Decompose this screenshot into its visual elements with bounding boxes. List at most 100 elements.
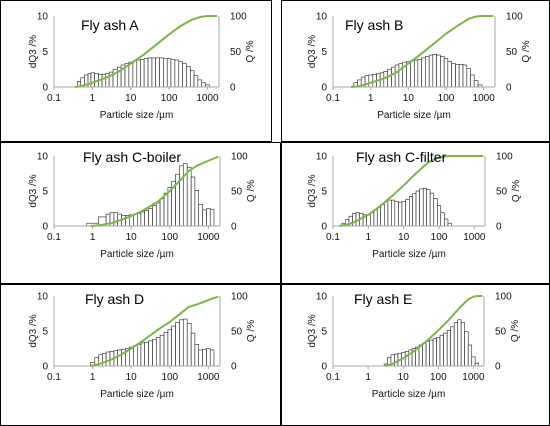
y-tick-label: 5 [42, 47, 48, 58]
y2-axis-label: Q /% [521, 40, 532, 62]
histogram-bar [144, 210, 149, 227]
y-tick-label: 0 [321, 222, 327, 233]
x-tick-label: 1000 [196, 93, 219, 104]
y-tick-label: 10 [37, 152, 49, 163]
histogram-bar [409, 196, 413, 227]
histogram-bar [202, 209, 207, 227]
y2-axis-label: Q /% [246, 320, 257, 342]
histogram-bar [455, 63, 460, 88]
x-tick-label: 10 [398, 372, 410, 383]
histogram-bar [101, 73, 107, 88]
chart-panel-fly-ash-e: 0.1 1 10 100 1000 0 5 10 0 50 100 dQ3 /% Q /% Particl… [281, 284, 550, 426]
x-tick-label: 10 [398, 232, 410, 243]
y-tick-label: 10 [316, 152, 328, 163]
histogram-bar [155, 336, 161, 367]
x-tick-label: 1 [366, 232, 372, 243]
histogram-bar [473, 80, 479, 88]
histogram-bar [443, 332, 448, 367]
histogram-bar [453, 322, 459, 367]
histogram-bar [373, 209, 378, 227]
histogram-bar [462, 64, 468, 88]
histogram-bar [174, 59, 180, 88]
y-tick-label: 10 [316, 12, 328, 23]
histogram-bar [387, 68, 392, 88]
histogram-bar [444, 218, 449, 227]
histogram-bar [155, 57, 160, 88]
histogram-bar [136, 59, 141, 88]
x-tick-label: 0.1 [47, 232, 61, 243]
y2-tick-label: 50 [506, 47, 518, 58]
histogram-bar [422, 187, 427, 227]
x-axis-label: Particle size /µm [100, 110, 174, 121]
histogram-bar [190, 70, 195, 88]
histogram-bar [148, 208, 153, 227]
histogram-bar [398, 201, 403, 227]
y-axis-label: dQ3 /% [28, 35, 39, 68]
histogram-bar [198, 203, 203, 227]
chart-title-fly-ash-a: Fly ash A [81, 17, 139, 33]
histogram-bar [182, 63, 187, 88]
histogram-bar [429, 339, 434, 367]
chart-panel-fly-ash-c-filter: 0.1 1 10 100 1000 0 5 10 0 50 100 dQ3 /% Q /% Particl… [281, 142, 550, 284]
y-tick-label: 10 [37, 292, 49, 303]
x-tick-label: 10 [126, 232, 138, 243]
histogram-bar [147, 57, 153, 88]
x-tick-label: 10 [125, 93, 137, 104]
histogram-bar [105, 351, 111, 367]
histogram-bar [159, 334, 165, 367]
histogram-bar [175, 322, 180, 367]
y-axis-label: dQ3 /% [28, 314, 39, 347]
x-tick-label: 1000 [463, 232, 486, 243]
histogram-bar [182, 318, 188, 367]
y2-tick-label: 50 [496, 187, 508, 198]
histogram-bar [466, 68, 471, 88]
cumulative-curve [339, 155, 484, 227]
histogram-bar [394, 64, 400, 88]
histogram-bar [464, 331, 469, 367]
x-tick-label: 1 [365, 372, 371, 383]
histogram-bar [194, 189, 200, 227]
chart-title-fly-ash-c-filter: Fly ash C-filter [356, 149, 447, 165]
chart-panel-fly-ash-b: 0.1 1 10 100 1000 0 5 10 0 50 100 dQ3 /% Q /% Particl… [281, 0, 550, 142]
histogram-bar [144, 341, 149, 367]
cumulative-curve [350, 15, 494, 88]
y-axis-label: dQ3 /% [307, 174, 318, 207]
histogram-bar [140, 59, 145, 88]
histogram-bar [401, 201, 406, 227]
chart-title-fly-ash-c-boiler: Fly ash C-boiler [83, 149, 181, 165]
y-tick-label: 10 [316, 292, 328, 303]
y2-tick-label: 0 [230, 83, 236, 94]
histogram-bar [186, 166, 192, 227]
histogram-bar [151, 57, 156, 88]
bar-series [77, 57, 210, 88]
x-tick-label: 0.1 [326, 372, 340, 383]
histogram-bar [148, 340, 153, 367]
chart-title-fly-ash-b: Fly ash B [345, 17, 403, 33]
cumulative-curve [74, 15, 218, 88]
histogram-bar [170, 59, 176, 88]
histogram-bar [167, 329, 172, 367]
x-tick-label: 1 [90, 93, 96, 104]
histogram-bar [404, 351, 410, 367]
y2-tick-label: 50 [231, 187, 243, 198]
histogram-bar [368, 74, 374, 88]
histogram-bar [179, 319, 184, 367]
chart-title-fly-ash-e: Fly ash E [354, 291, 412, 307]
histogram-bar [421, 57, 426, 88]
y2-tick-label: 100 [495, 292, 512, 303]
histogram-bar [428, 54, 434, 88]
histogram-bar [132, 60, 138, 88]
x-tick-label: 0.1 [47, 93, 61, 104]
histogram-bar [422, 342, 427, 367]
x-tick-label: 0.1 [47, 372, 61, 383]
y-tick-label: 5 [321, 47, 327, 58]
histogram-bar [387, 199, 392, 227]
histogram-bar [117, 349, 122, 367]
bar-series [383, 319, 479, 367]
histogram-bar [436, 336, 441, 367]
x-tick-label: 100 [431, 232, 448, 243]
